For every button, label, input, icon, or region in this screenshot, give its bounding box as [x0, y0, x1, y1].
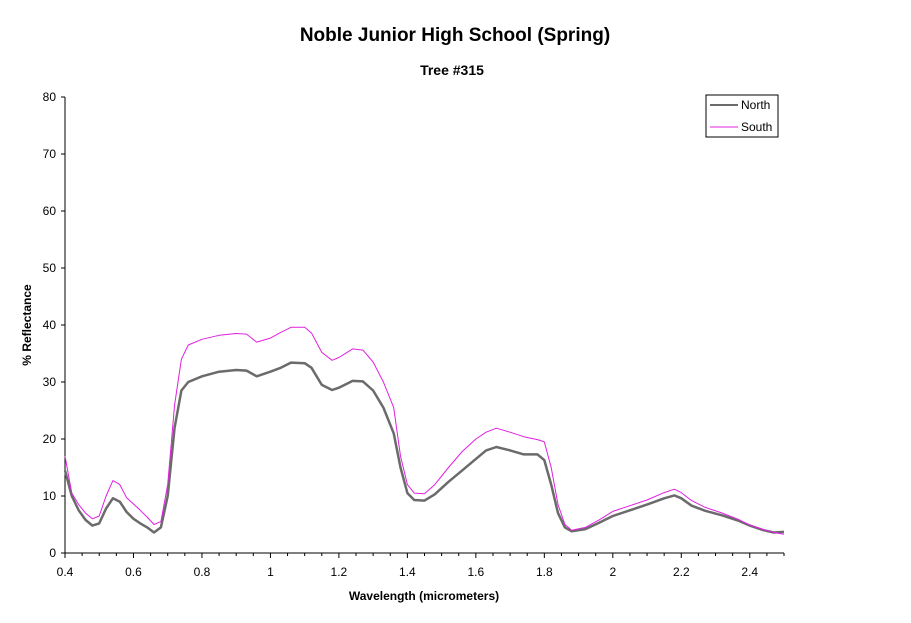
x-tick-label: 0.4: [57, 565, 74, 579]
series-layer: [63, 326, 785, 535]
y-tick-label: 10: [43, 489, 57, 503]
legend-label-north: North: [741, 98, 770, 112]
y-tick-label: 60: [43, 204, 57, 218]
y-axis-ticks: 0 10 20 30 40 50 60 70 80: [43, 90, 65, 560]
y-tick-label: 0: [49, 546, 56, 560]
x-tick-label: 0.6: [125, 565, 142, 579]
x-tick-label: 2.4: [741, 565, 758, 579]
y-tick-label: 50: [43, 261, 57, 275]
y-tick-label: 30: [43, 375, 57, 389]
x-tick-label: 1.6: [468, 565, 485, 579]
y-tick-label: 40: [43, 318, 57, 332]
x-tick-label: 0.8: [194, 565, 211, 579]
x-tick-label: 1.2: [331, 565, 348, 579]
x-tick-label: 1: [267, 565, 274, 579]
legend-label-south: South: [741, 120, 772, 134]
y-tick-label: 80: [43, 90, 57, 104]
chart-title: Noble Junior High School (Spring): [300, 25, 610, 46]
y-axis-label: % Reflectance: [20, 284, 34, 366]
y-tick-label: 20: [43, 432, 57, 446]
x-tick-label: 1.4: [399, 565, 416, 579]
x-tick-label: 1.8: [536, 565, 553, 579]
series-line-south: [64, 326, 785, 535]
x-axis-label: Wavelength (micrometers): [349, 589, 499, 603]
y-tick-label: 70: [43, 147, 57, 161]
x-tick-label: 2.2: [673, 565, 690, 579]
chart-subtitle: Tree #315: [420, 62, 484, 78]
series-line-north: [63, 361, 785, 534]
x-tick-label: 2: [609, 565, 616, 579]
legend-box: [705, 94, 779, 138]
x-axis-ticks: 0.4 0.6 0.8 1 1.2 1.4 1.6 1.8 2 2.2 2.4: [57, 553, 785, 579]
legend: North South: [705, 94, 779, 138]
